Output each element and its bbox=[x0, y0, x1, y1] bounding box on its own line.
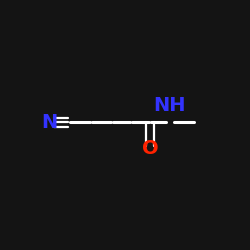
Text: N: N bbox=[41, 113, 57, 132]
Text: NH: NH bbox=[153, 96, 186, 114]
Text: O: O bbox=[142, 139, 158, 158]
